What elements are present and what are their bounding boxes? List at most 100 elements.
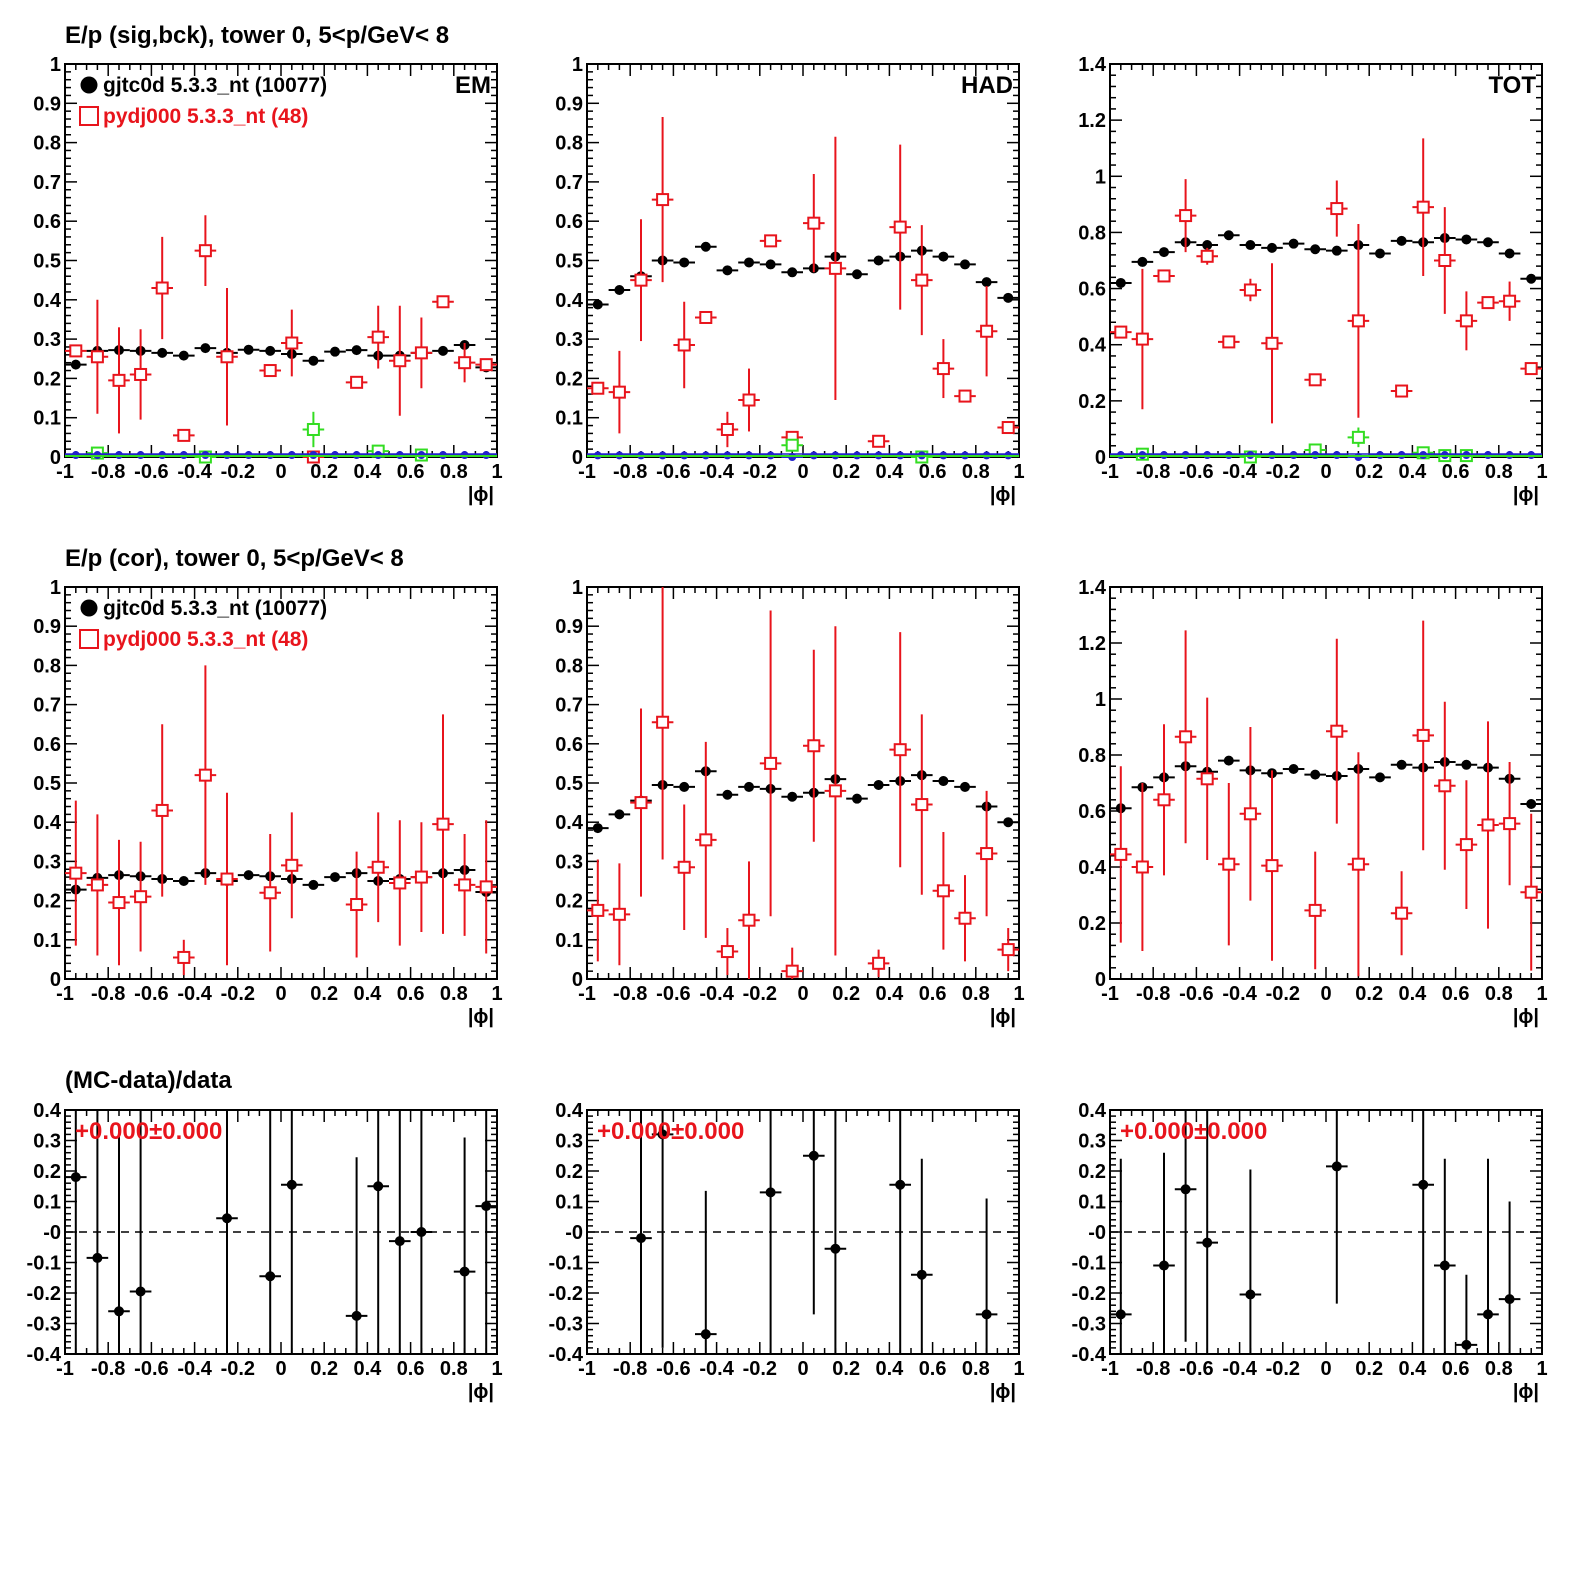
x-tick-label: 1 bbox=[1536, 461, 1547, 483]
y-tick-label: 0.2 bbox=[33, 1161, 61, 1183]
x-tick-label: -0.6 bbox=[1179, 1358, 1213, 1380]
mc-point bbox=[350, 898, 364, 912]
data-point bbox=[981, 1309, 992, 1320]
y-tick-label: -0 bbox=[43, 1222, 61, 1244]
x-tick-label: 0.6 bbox=[397, 461, 425, 483]
mc-point bbox=[1179, 209, 1193, 223]
x-tick-label: 0.2 bbox=[310, 461, 338, 483]
x-tick-label: -0.4 bbox=[1222, 461, 1257, 483]
y-tick-label: 0.3 bbox=[1078, 1131, 1106, 1153]
mc-point bbox=[1524, 885, 1538, 899]
y-tick-label: 1 bbox=[50, 577, 61, 599]
mc-point bbox=[915, 273, 929, 287]
y-tick-label: 0.9 bbox=[555, 93, 583, 115]
y-tick-label: 0 bbox=[572, 969, 583, 991]
x-tick-label: 0.4 bbox=[353, 1358, 382, 1380]
mc-point bbox=[1265, 859, 1279, 873]
data-point bbox=[394, 1236, 405, 1247]
mc-point bbox=[1330, 724, 1344, 738]
y-tick-label: 1 bbox=[572, 54, 583, 76]
mc-point bbox=[915, 798, 929, 812]
data-point bbox=[1245, 1289, 1256, 1300]
x-tick-label: -0.6 bbox=[656, 1358, 690, 1380]
series-1 bbox=[587, 117, 1019, 448]
y-tick-label: 0.3 bbox=[555, 1131, 583, 1153]
y-tick-label: -0.3 bbox=[1072, 1314, 1106, 1336]
x-tick-label: 1 bbox=[1013, 1358, 1024, 1380]
mc-point bbox=[371, 330, 385, 344]
mc-point bbox=[1265, 336, 1279, 350]
x-tick-label: 0 bbox=[1320, 461, 1331, 483]
data-point bbox=[1526, 799, 1537, 809]
x-tick-label: 0.8 bbox=[962, 983, 990, 1005]
y-tick-label: 0.2 bbox=[33, 368, 61, 390]
mc-point bbox=[1243, 807, 1257, 821]
x-tick-label: -0.4 bbox=[1222, 1358, 1257, 1380]
data-point bbox=[265, 345, 276, 356]
mc-point bbox=[980, 324, 994, 338]
mc-point bbox=[1481, 296, 1495, 310]
data-point bbox=[1331, 1161, 1342, 1172]
y-tick-label: 0.4 bbox=[33, 1100, 62, 1122]
data-point bbox=[92, 1252, 103, 1263]
mc-point bbox=[198, 768, 212, 782]
y-tick-label: 0.6 bbox=[1078, 279, 1106, 301]
y-tick-label: -0.3 bbox=[549, 1314, 583, 1336]
mc-point bbox=[1481, 818, 1495, 832]
x-tick-label: -0.6 bbox=[656, 461, 690, 483]
x-tick-label: -0.4 bbox=[699, 1358, 734, 1380]
mc-point bbox=[742, 393, 756, 407]
x-tick-label: 0.6 bbox=[1442, 461, 1470, 483]
mc-point bbox=[112, 896, 126, 910]
x-tick-label: -0.8 bbox=[91, 983, 125, 1005]
data-point bbox=[852, 269, 862, 280]
data-point bbox=[330, 872, 340, 883]
row-title-ratio: (MC-data)/data bbox=[65, 1067, 232, 1094]
x-tick-label: -0.8 bbox=[1136, 983, 1170, 1005]
x-tick-label: 0.4 bbox=[353, 983, 382, 1005]
mean-annotation: +0.000±0.000 bbox=[1120, 1118, 1267, 1145]
data-point bbox=[178, 876, 189, 886]
data-point bbox=[679, 257, 690, 268]
y-tick-label: 0.4 bbox=[1078, 1100, 1107, 1122]
data-point bbox=[481, 1201, 492, 1212]
x-tick-label: 0.8 bbox=[440, 461, 468, 483]
data-point bbox=[1483, 237, 1493, 248]
x-tick-label: -0.8 bbox=[1136, 461, 1170, 483]
mc-point bbox=[764, 234, 778, 248]
x-tick-label: 1 bbox=[491, 983, 502, 1005]
legend-marker-square bbox=[79, 106, 99, 126]
x-tick-label: -1 bbox=[56, 983, 74, 1005]
x-tick-label: 0.2 bbox=[832, 983, 860, 1005]
mc-point bbox=[458, 878, 472, 892]
x-tick-label: 0.8 bbox=[1485, 983, 1513, 1005]
x-tick-label: 0.2 bbox=[310, 983, 338, 1005]
data-point bbox=[70, 1172, 81, 1183]
y-tick-label: 0.1 bbox=[33, 1192, 61, 1214]
data-point bbox=[1504, 248, 1515, 259]
x-tick-label: -0.6 bbox=[1179, 461, 1213, 483]
data-point bbox=[330, 346, 340, 357]
mc-point bbox=[414, 870, 428, 884]
data-point bbox=[830, 1243, 841, 1254]
y-tick-label: -0.2 bbox=[1072, 1283, 1106, 1305]
y-tick-label: 0.2 bbox=[555, 368, 583, 390]
mc-point bbox=[1330, 202, 1344, 216]
x-tick-label: -0.4 bbox=[1222, 983, 1257, 1005]
mc-point bbox=[612, 907, 626, 921]
x-tick-label: 0 bbox=[797, 461, 808, 483]
y-tick-label: -0.1 bbox=[1072, 1253, 1106, 1275]
mc-point bbox=[591, 381, 605, 395]
mean-annotation: +0.000±0.000 bbox=[597, 1118, 744, 1145]
y-tick-label: 0.2 bbox=[1078, 391, 1106, 413]
x-tick-label: 0 bbox=[797, 1358, 808, 1380]
x-tick-label: -1 bbox=[1101, 461, 1119, 483]
y-tick-label: 0.6 bbox=[33, 734, 61, 756]
panel-sig-em: -1 -0.8 -0.6 -0.4 -0.2 0 0.2 0.4 0.6 0.8 1 0 0.1 0.2 0… bbox=[33, 54, 502, 506]
mc-point bbox=[720, 945, 734, 959]
y-tick-label: 1 bbox=[1095, 689, 1106, 711]
x-tick-label: 0 bbox=[275, 983, 286, 1005]
x-tick-label: 0.4 bbox=[875, 983, 904, 1005]
data-point bbox=[895, 1179, 906, 1190]
x-tick-label: -0.4 bbox=[177, 983, 212, 1005]
